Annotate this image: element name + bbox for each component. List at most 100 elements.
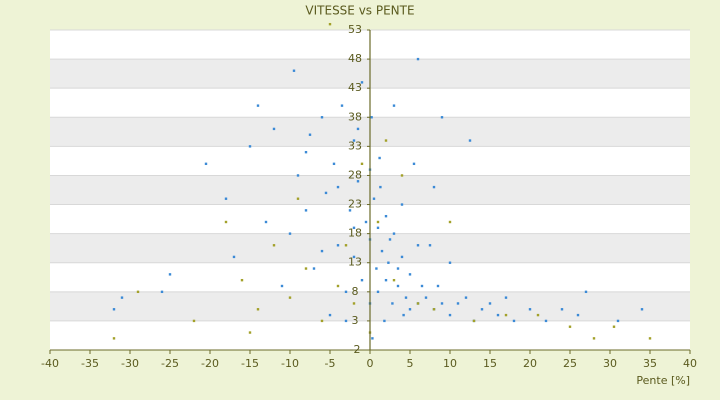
x-tick-label: -30 — [121, 357, 139, 370]
y-tick-label: 43 — [348, 81, 362, 94]
chart-title: VITESSE vs PENTE — [305, 4, 414, 18]
data-point — [120, 296, 124, 299]
data-point — [436, 284, 440, 288]
y-tick-label: 33 — [348, 139, 362, 152]
data-point — [584, 290, 588, 294]
data-point — [388, 238, 392, 241]
x-tick-label: -35 — [81, 357, 99, 370]
data-point — [504, 313, 508, 317]
data-point — [536, 313, 540, 317]
data-point — [376, 226, 380, 230]
x-tick-label: 5 — [407, 357, 414, 370]
data-point — [391, 302, 394, 305]
data-point — [472, 319, 476, 323]
x-tick-label: 30 — [603, 357, 617, 370]
data-point — [576, 313, 580, 317]
y-tick-label: 48 — [348, 52, 362, 65]
y-tick-label: 38 — [348, 110, 362, 123]
data-point — [272, 244, 276, 247]
data-point — [328, 313, 332, 317]
data-point — [432, 308, 436, 311]
data-point — [336, 244, 340, 247]
data-point — [464, 296, 468, 299]
data-point — [304, 209, 308, 212]
data-point — [308, 133, 312, 136]
x-tick-label: 40 — [683, 357, 697, 370]
data-point — [400, 174, 404, 177]
data-point — [480, 308, 484, 311]
data-point — [272, 127, 276, 131]
data-point — [648, 337, 652, 340]
data-point — [432, 185, 436, 189]
data-point — [364, 220, 368, 224]
x-tick-label: 10 — [443, 357, 457, 370]
data-point — [320, 116, 324, 119]
data-point — [375, 267, 378, 270]
data-point — [296, 174, 300, 177]
data-point — [240, 278, 244, 282]
data-point — [616, 319, 620, 323]
data-point — [496, 313, 500, 317]
data-point — [378, 156, 381, 160]
data-point — [352, 139, 356, 142]
data-point — [384, 278, 388, 282]
data-point — [332, 162, 336, 166]
data-point — [352, 226, 356, 230]
data-point — [360, 278, 364, 282]
data-point — [340, 104, 344, 107]
data-point — [344, 290, 348, 294]
data-point — [544, 319, 548, 323]
x-tick-label: -5 — [325, 357, 336, 370]
data-point — [383, 319, 386, 323]
data-point — [640, 308, 644, 311]
data-point — [376, 290, 380, 294]
data-point — [288, 232, 292, 235]
x-axis-label: Pente [%] — [636, 374, 690, 387]
data-point — [296, 197, 300, 200]
data-point — [412, 162, 416, 166]
data-point — [488, 302, 492, 305]
data-point — [248, 331, 252, 334]
data-point — [400, 203, 404, 206]
data-point — [416, 244, 420, 247]
data-point — [408, 273, 412, 276]
y-tick-label: 18 — [348, 227, 362, 240]
data-point — [379, 185, 382, 189]
data-point — [360, 81, 364, 84]
data-point — [160, 290, 164, 294]
data-point — [372, 197, 376, 200]
data-point — [396, 284, 400, 288]
data-point — [408, 308, 412, 311]
data-point — [352, 302, 356, 305]
data-point — [592, 337, 596, 340]
data-point — [292, 69, 296, 72]
data-point — [416, 57, 420, 61]
data-point — [256, 308, 260, 311]
data-point — [232, 255, 236, 259]
data-point — [448, 220, 452, 224]
data-point — [400, 255, 404, 259]
data-point — [328, 22, 332, 26]
data-point — [352, 255, 356, 259]
data-point — [371, 337, 374, 340]
data-point — [504, 296, 508, 299]
data-point — [440, 302, 444, 305]
x-tick-label: 20 — [523, 357, 537, 370]
data-point — [456, 302, 460, 305]
data-point — [112, 308, 116, 311]
y-tick-label: 3 — [352, 314, 359, 327]
y-tick-label: 13 — [348, 256, 362, 269]
x-tick-label: -25 — [161, 357, 179, 370]
data-point — [468, 139, 472, 142]
data-point — [336, 284, 340, 288]
data-point — [420, 284, 424, 288]
x-tick-label: 0 — [367, 357, 374, 370]
data-point — [344, 244, 348, 247]
data-point — [512, 319, 516, 323]
y-tick-label: -2 — [350, 343, 361, 356]
data-point — [356, 180, 360, 183]
data-point — [204, 162, 208, 166]
data-point — [320, 249, 324, 253]
